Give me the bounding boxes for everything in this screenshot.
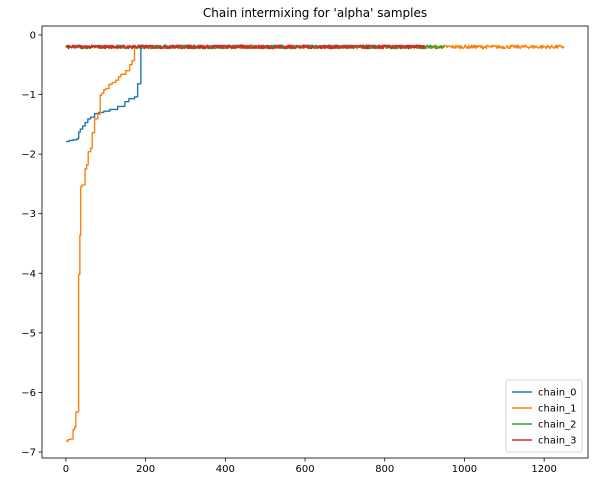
legend: chain_0 chain_1 chain_2 chain_3 — [505, 379, 583, 453]
x-tick-label: 0 — [63, 464, 69, 475]
y-tick-label: −1 — [21, 90, 36, 101]
y-axis: 0 −1 −2 −3 −4 −5 −6 −7 — [21, 30, 42, 459]
y-tick-label: −3 — [21, 209, 36, 220]
legend-box — [505, 379, 583, 453]
x-axis: 0 200 400 600 800 1000 1200 — [63, 458, 557, 475]
legend-label-chain_0: chain_0 — [538, 388, 576, 399]
y-tick-label: 0 — [30, 30, 36, 41]
plot-lines — [65, 44, 565, 443]
legend-label-chain_2: chain_2 — [538, 420, 576, 431]
x-tick-label: 800 — [375, 464, 394, 475]
x-tick-label: 400 — [216, 464, 235, 475]
y-tick-label: −2 — [21, 150, 36, 161]
chart-title: Chain intermixing for 'alpha' samples — [203, 6, 427, 20]
x-tick-label: 600 — [295, 464, 314, 475]
legend-label-chain_3: chain_3 — [538, 436, 576, 447]
series-line-chain_3 — [65, 44, 426, 50]
y-tick-label: −6 — [21, 388, 36, 399]
x-tick-label: 1200 — [531, 464, 556, 475]
x-tick-label: 200 — [136, 464, 155, 475]
y-tick-label: −5 — [21, 328, 36, 339]
y-tick-label: −4 — [21, 269, 36, 280]
plot-frame — [41, 25, 589, 459]
x-tick-label: 1000 — [452, 464, 477, 475]
legend-label-chain_1: chain_1 — [538, 404, 576, 415]
series-line-chain_1 — [65, 44, 565, 443]
y-tick-label: −7 — [21, 448, 36, 459]
series-line-chain_0 — [65, 44, 425, 143]
